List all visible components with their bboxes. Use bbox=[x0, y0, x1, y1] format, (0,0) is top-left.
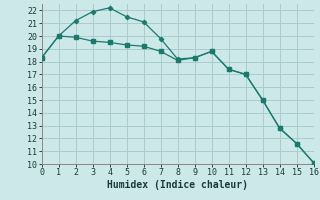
X-axis label: Humidex (Indice chaleur): Humidex (Indice chaleur) bbox=[107, 180, 248, 190]
